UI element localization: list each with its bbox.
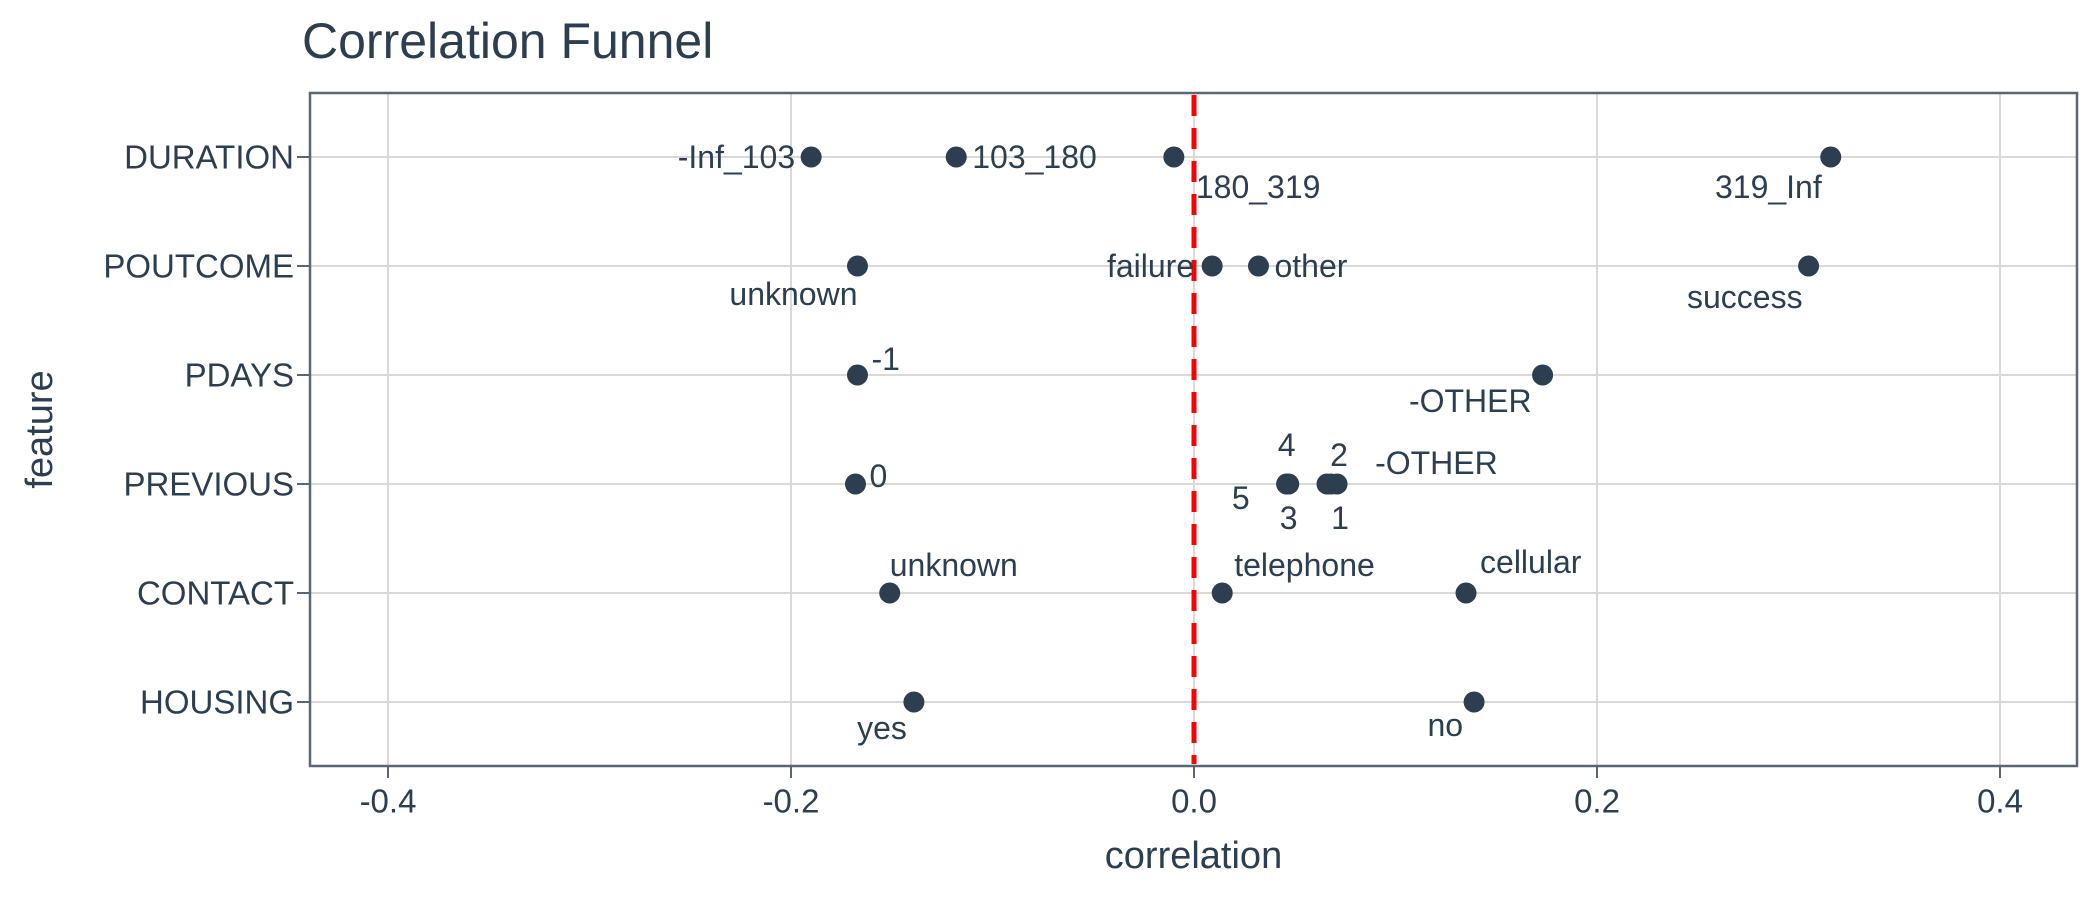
data-label-previous-2: 2 [1330,437,1348,473]
data-label-previous-4: 4 [1278,427,1296,463]
data-point-contact-telephone [1211,582,1233,604]
data-label-contact-cellular: cellular [1480,544,1582,580]
data-label-duration-180-319: 180_319 [1196,169,1321,205]
data-point-poutcome-success [1798,255,1820,277]
x-tick-label-0-0: 0.0 [1171,783,1217,820]
data-label-pdays-other: -OTHER [1409,383,1532,419]
data-label-duration-319-inf: 319_Inf [1715,169,1822,205]
plot-title: Correlation Funnel [302,13,713,69]
data-point-pdays-1 [846,364,868,386]
data-label-duration-inf-103: -Inf_103 [678,139,795,175]
data-point-housing-yes [903,691,925,713]
data-point-poutcome-other [1247,255,1269,277]
y-axis-title: feature [19,370,61,488]
data-label-housing-yes: yes [857,710,907,746]
y-axis-category-pdays: PDAYS [185,357,294,394]
data-label-previous-1: 1 [1331,500,1349,536]
data-point-housing-no [1463,691,1485,713]
data-point-contact-unknown [879,582,901,604]
data-point-contact-cellular [1455,582,1477,604]
data-label-pdays-1: -1 [871,341,899,377]
data-label-poutcome-success: success [1687,279,1803,315]
data-point-previous-3 [1278,473,1300,495]
data-point-duration-inf-103 [800,146,822,168]
data-label-housing-no: no [1427,707,1463,743]
data-point-poutcome-unknown [846,255,868,277]
data-label-previous-5: 5 [1232,480,1250,516]
x-tick-label-0-4: -0.4 [360,783,417,820]
data-label-previous-3: 3 [1280,500,1298,536]
x-tick-label-0-4: 0.4 [1977,783,2023,820]
data-point-poutcome-failure [1201,255,1223,277]
data-label-previous-0: 0 [869,458,887,494]
x-axis-title: correlation [1105,835,1282,877]
x-tick-label-0-2: -0.2 [763,783,820,820]
data-point-previous-0 [844,473,866,495]
data-point-duration-103-180 [945,146,967,168]
data-label-poutcome-unknown: unknown [729,276,857,312]
data-label-contact-unknown: unknown [890,547,1018,583]
y-axis-category-housing: HOUSING [140,684,294,721]
x-tick-label-0-2: 0.2 [1574,783,1620,820]
data-label-poutcome-failure: failure [1107,248,1194,284]
data-label-contact-telephone: telephone [1234,547,1375,583]
data-point-previous-other [1326,473,1348,495]
y-axis-category-contact: CONTACT [137,575,294,612]
data-label-previous-other: -OTHER [1375,445,1498,481]
data-point-duration-319-inf [1820,146,1842,168]
y-axis-category-duration: DURATION [124,139,294,176]
data-label-poutcome-other: other [1274,248,1347,284]
y-axis-category-previous: PREVIOUS [123,466,294,503]
data-point-duration-180-319 [1163,146,1185,168]
data-point-pdays-other [1532,364,1554,386]
y-axis-category-poutcome: POUTCOME [103,248,294,285]
data-label-duration-103-180: 103_180 [972,139,1097,175]
